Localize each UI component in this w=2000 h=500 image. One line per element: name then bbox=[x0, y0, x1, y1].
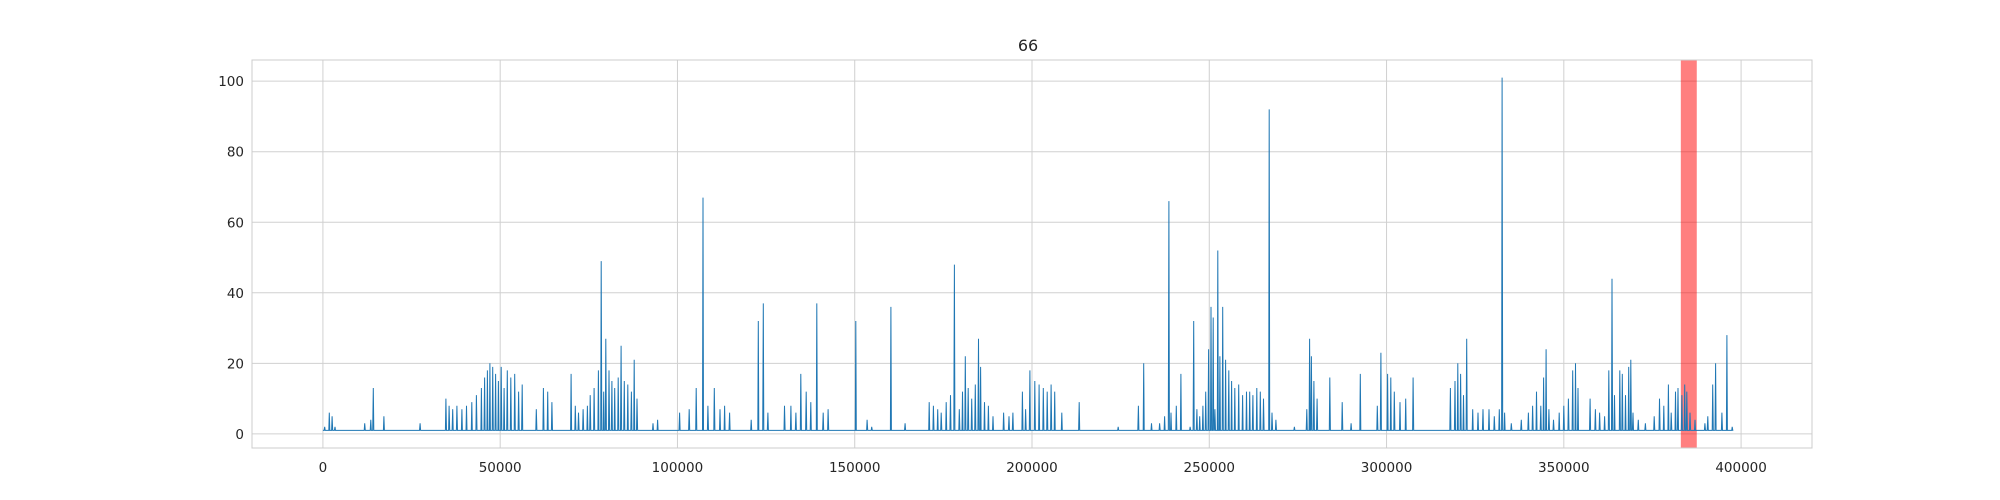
y-tick-label: 20 bbox=[227, 356, 244, 372]
y-tick-label: 80 bbox=[227, 145, 244, 161]
x-tick-label: 300000 bbox=[1361, 460, 1413, 476]
highlight-band bbox=[1680, 60, 1697, 448]
x-axis-ticks: 0 50000 100000 150000 200000 250000 300000 3500… bbox=[319, 460, 1767, 476]
grid-lines bbox=[252, 60, 1812, 448]
highlight-band-layer bbox=[1680, 60, 1697, 448]
x-tick-label: 400000 bbox=[1715, 460, 1767, 476]
series-layer bbox=[322, 77, 1734, 431]
y-tick-label: 40 bbox=[227, 286, 244, 302]
x-tick-label: 200000 bbox=[1006, 460, 1058, 476]
x-tick-label: 0 bbox=[319, 460, 328, 476]
y-tick-label: 60 bbox=[227, 215, 244, 231]
series-line bbox=[322, 77, 1734, 431]
x-tick-label: 350000 bbox=[1538, 460, 1590, 476]
chart-title: 66 bbox=[1018, 36, 1038, 55]
plot-frame bbox=[251, 59, 1813, 449]
y-tick-label: 100 bbox=[218, 74, 244, 90]
y-tick-label: 0 bbox=[235, 427, 244, 443]
x-tick-label: 250000 bbox=[1183, 460, 1235, 476]
x-tick-label: 150000 bbox=[829, 460, 881, 476]
y-axis-ticks: 0 20 40 60 80 100 bbox=[218, 74, 244, 443]
x-tick-label: 50000 bbox=[479, 460, 522, 476]
x-tick-label: 100000 bbox=[652, 460, 704, 476]
